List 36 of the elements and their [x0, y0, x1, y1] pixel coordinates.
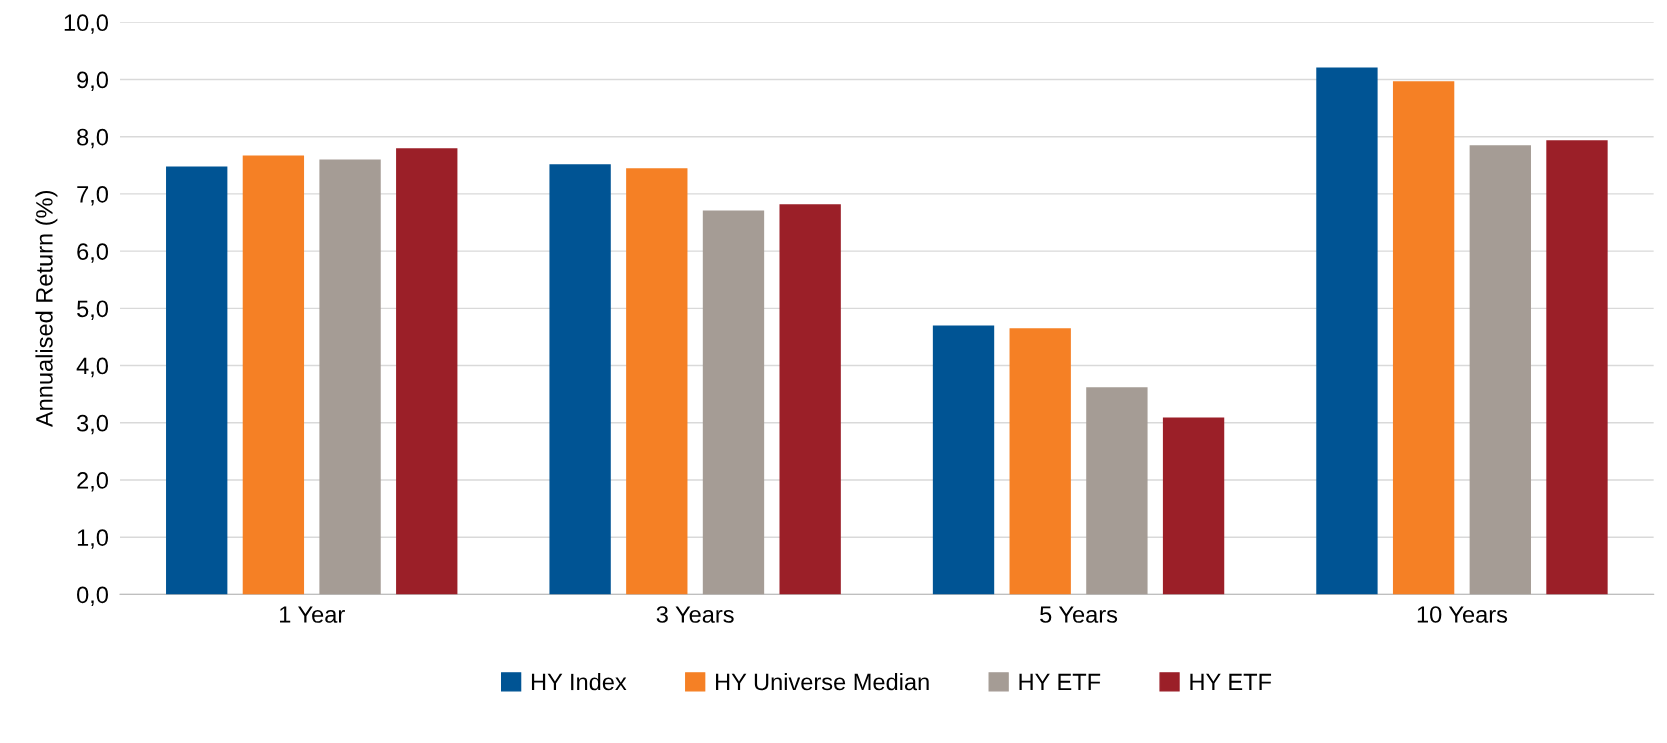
y-tick-label: 1,0 — [77, 529, 108, 549]
y-tick-label: 0,0 — [77, 586, 108, 606]
x-tick-label: 5 Years — [1040, 606, 1118, 623]
bar — [1009, 328, 1071, 595]
y-tick-label: 9,0 — [77, 71, 108, 92]
x-tick-label: 1 Year — [280, 606, 345, 623]
bar — [1546, 140, 1608, 595]
y-tick-label: 7,0 — [77, 185, 108, 206]
legend-label: HY Universe Median — [716, 672, 929, 691]
y-tick-label: 4,0 — [76, 357, 108, 378]
bar — [702, 210, 765, 595]
y-tick-label: 3,0 — [76, 414, 108, 435]
x-tick-label: 10 Years — [1417, 606, 1508, 623]
y-tick-label: 10,0 — [64, 14, 108, 34]
legend-label: HY ETF — [1190, 673, 1272, 691]
bar — [242, 155, 305, 595]
bar — [1162, 417, 1225, 595]
legend-label: HY Index — [531, 672, 627, 691]
bar — [549, 164, 611, 595]
bar — [166, 166, 228, 595]
bar — [1469, 145, 1531, 595]
bar — [396, 148, 458, 595]
bar — [779, 204, 841, 595]
x-tick-label: 3 Years — [656, 606, 734, 623]
bar — [1086, 387, 1148, 595]
legend-label: HY ETF — [1019, 673, 1101, 691]
bar — [319, 159, 381, 595]
y-tick-label: 6,0 — [77, 243, 108, 263]
bar — [626, 168, 688, 595]
y-tick-label: 2,0 — [77, 472, 108, 492]
bar — [1392, 81, 1455, 595]
y-tick-label: 8,0 — [77, 128, 108, 149]
bar — [1316, 67, 1378, 595]
y-axis-title: Annualised Return (%) — [35, 191, 58, 428]
bar — [932, 325, 995, 595]
y-tick-label: 5,0 — [77, 300, 108, 320]
